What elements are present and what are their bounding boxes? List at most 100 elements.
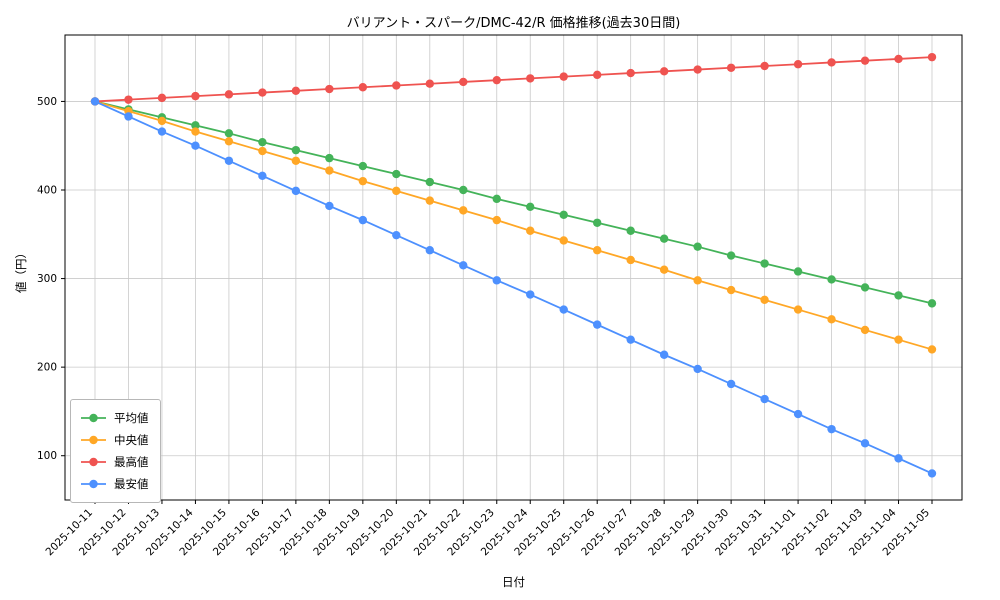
data-point [593,70,602,80]
data-point [894,454,903,463]
data-point [224,137,234,146]
data-point [191,127,200,136]
data-point [325,153,334,163]
legend-item: 中央値 [80,429,149,451]
data-point [593,320,602,329]
data-point [659,265,669,274]
data-point [927,345,937,354]
data-point [659,234,669,243]
data-point [927,469,937,478]
data-point [291,186,301,196]
data-point [258,137,267,147]
data-point [358,83,368,92]
y-tick-label: 300 [37,273,57,285]
data-point [559,305,568,314]
data-point [559,72,568,81]
legend-label: 平均値 [114,411,149,425]
data-point [860,56,870,65]
data-point [425,246,434,255]
data-point [191,121,200,130]
data-point [726,285,736,295]
data-point [392,230,401,240]
data-point [693,242,702,251]
data-point [425,79,434,88]
x-axis-label: 日付 [502,575,525,589]
y-tick-label: 400 [37,185,57,197]
legend-item: 最高値 [80,451,149,473]
chart-title: バリアント・スパーク/DMC-42/R 価格推移(過去30日間) [346,16,681,31]
data-point [927,299,937,308]
data-point [358,215,368,225]
data-point [526,74,535,83]
data-point [726,251,736,260]
data-point [90,97,100,106]
data-point [392,186,401,196]
data-point [827,315,836,324]
data-point [626,226,635,235]
data-point [793,409,803,419]
data-point [693,364,702,374]
data-point [459,206,468,215]
data-point [626,335,635,344]
data-point [425,196,434,205]
data-point [927,52,937,62]
data-point [526,202,535,212]
series-line [94,100,933,305]
data-point [726,63,736,72]
data-point [559,236,568,245]
data-point [693,65,702,74]
data-point [325,166,334,175]
data-point [425,177,434,187]
data-point [559,210,568,219]
legend-label: 最高値 [114,455,149,469]
data-point [526,290,535,299]
data-point [492,194,501,204]
legend-marker [81,413,106,423]
data-point [626,255,635,265]
legend: 平均値中央値最高値最安値 [70,399,161,503]
data-point [793,60,803,69]
data-point [659,350,669,359]
data-point [860,283,870,292]
legend-label: 最安値 [114,477,149,491]
data-point [258,88,267,97]
legend-item: 最安値 [80,473,149,495]
data-point [894,54,903,64]
data-point [157,93,167,103]
data-point [492,276,501,285]
data-point [325,201,334,211]
data-point [392,81,401,90]
data-point [894,291,903,300]
data-point [291,156,301,165]
data-point [793,267,803,276]
data-point [593,246,602,255]
data-point [291,86,301,96]
data-point [191,91,200,101]
data-point [693,276,702,285]
data-point [894,335,903,344]
y-tick-label: 200 [37,362,57,374]
data-point [760,259,769,268]
data-point [157,116,167,126]
plot-border [64,34,963,501]
data-point [191,141,200,150]
series-line [94,100,933,351]
data-point [224,156,234,165]
data-point [827,275,836,284]
data-point [459,185,468,195]
data-point [157,127,167,136]
data-point [224,129,234,138]
data-point [392,169,401,179]
series-line [94,100,933,475]
data-point [760,295,769,305]
series-line [94,56,933,103]
data-point [526,226,535,235]
data-point [325,84,334,94]
legend-marker [81,435,106,445]
data-point [659,67,669,76]
data-point [258,171,267,181]
y-axis-label: 値（円） [14,247,28,293]
data-point [827,424,836,434]
